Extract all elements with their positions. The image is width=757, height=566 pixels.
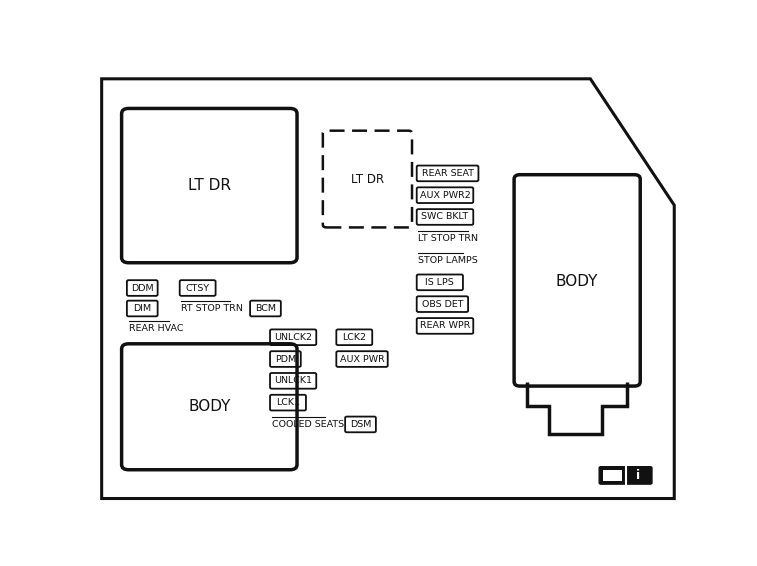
Text: i: i xyxy=(637,469,640,482)
Polygon shape xyxy=(101,79,674,499)
Text: DIM: DIM xyxy=(133,304,151,313)
Text: AUX PWR2: AUX PWR2 xyxy=(419,191,470,200)
Text: OBS DET: OBS DET xyxy=(422,299,463,308)
Text: STOP LAMPS: STOP LAMPS xyxy=(419,256,478,265)
Text: IS LPS: IS LPS xyxy=(425,278,454,287)
Text: BCM: BCM xyxy=(255,304,276,313)
Text: DDM: DDM xyxy=(131,284,154,293)
Text: AUX PWR: AUX PWR xyxy=(340,354,385,363)
Text: REAR HVAC: REAR HVAC xyxy=(129,324,183,333)
Text: BODY: BODY xyxy=(556,274,598,289)
Text: UNLCK2: UNLCK2 xyxy=(274,333,312,342)
Text: LCK1: LCK1 xyxy=(276,398,300,407)
Text: BODY: BODY xyxy=(188,399,231,414)
Text: REAR WPR: REAR WPR xyxy=(420,321,470,331)
Text: CTSY: CTSY xyxy=(185,284,210,293)
Text: UNLCK1: UNLCK1 xyxy=(274,376,312,385)
Text: LT STOP TRN: LT STOP TRN xyxy=(419,234,478,243)
Text: COOLED SEATS: COOLED SEATS xyxy=(272,420,344,429)
Text: REAR SEAT: REAR SEAT xyxy=(422,169,474,178)
FancyBboxPatch shape xyxy=(603,470,622,481)
FancyBboxPatch shape xyxy=(625,467,652,484)
Text: LT DR: LT DR xyxy=(350,173,384,186)
Text: RT STOP TRN: RT STOP TRN xyxy=(182,304,243,313)
Text: SWC BKLT: SWC BKLT xyxy=(422,212,469,221)
Text: LT DR: LT DR xyxy=(188,178,231,193)
Text: LCK2: LCK2 xyxy=(342,333,366,342)
FancyBboxPatch shape xyxy=(600,467,626,484)
Text: PDM: PDM xyxy=(275,354,296,363)
Text: DSM: DSM xyxy=(350,420,371,429)
